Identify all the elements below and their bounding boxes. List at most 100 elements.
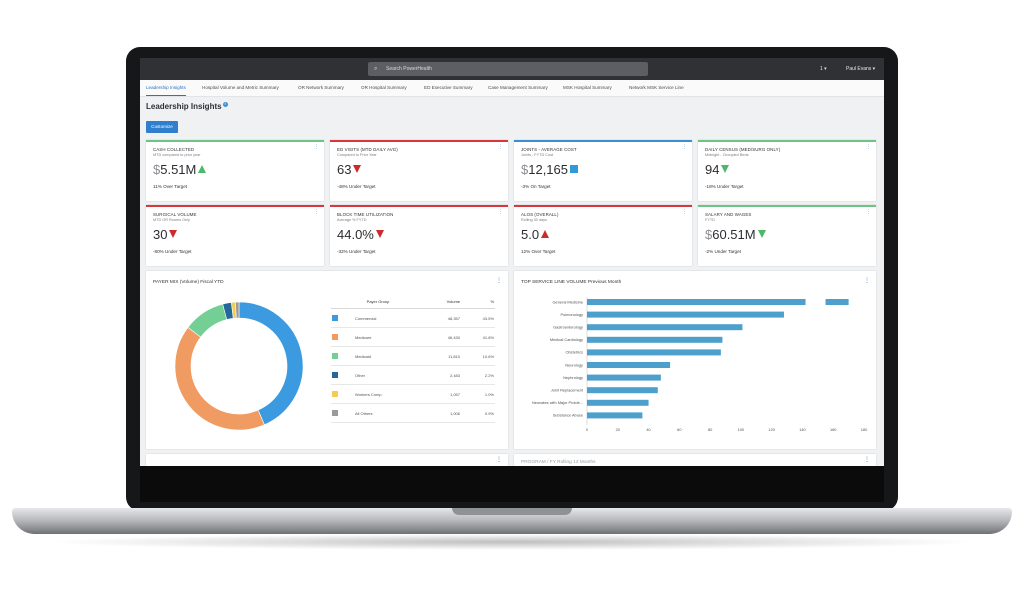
table-row[interactable]: Medicaid 11,810 10.6% [331,346,495,366]
kpi-card: ⋮ SURGICAL VOLUME MTD OR Rooms Only 30 -… [146,205,324,266]
kpi-card: ⋮ BLOCK TIME UTILIZATION Average % FYTD … [330,205,508,266]
kpi-value-row: 30 [153,227,178,243]
kpi-subtitle: Average % FYTD [337,218,367,222]
kpi-value: 94 [705,162,720,177]
payer-group: Commercial [351,308,405,328]
column-header: Payer Group [351,294,405,309]
more-options-icon[interactable]: ⋮ [496,457,502,463]
bar[interactable] [587,412,643,419]
bar[interactable] [587,299,806,305]
kpi-subtitle: MTD OR Rooms Only [153,218,190,222]
search-input[interactable]: ⌕ Search PowerHealth [368,62,648,76]
more-options-icon[interactable]: ⋮ [682,144,687,150]
kpi-value-row: 5.0 [521,227,550,243]
donut-slice[interactable] [187,303,228,338]
kpi-subtitle: Rolling 30 days [521,218,547,222]
page-title-text: Leadership Insights [146,102,222,111]
on-target-icon [570,165,578,173]
bottom-right-panel: PROGRAM / FY Rolling 12 Months ⋮ [514,454,876,466]
legend-swatch [332,352,338,359]
tab-msk-hospital-summary[interactable]: MSK Hospital Summary [563,85,612,90]
donut-slice[interactable] [238,301,304,426]
user-menu[interactable]: Paul Evans ▾ [846,66,876,72]
more-options-icon[interactable]: ⋮ [498,144,503,150]
tab-or-network-summary[interactable]: OR Network Summary [298,85,344,90]
kpi-subtitle: MTD compared to prior year [153,153,201,157]
more-options-icon[interactable]: ⋮ [682,209,687,215]
payer-percent: 43.5% [461,308,495,328]
legend-swatch-cell [331,365,351,385]
x-tick-label: 20 [616,427,621,432]
category-label: Pulmonology [561,312,584,317]
service-line-panel: TOP SERVICE LINE VOLUME Previous Month ⋮… [514,271,876,449]
table-row[interactable]: All Others 1,006 0.9% [331,403,495,423]
kpi-accent-bar [330,140,508,142]
kpi-value: 44.0% [337,227,374,242]
tab-network-msk-service-line[interactable]: Network MSK Service Line [629,85,684,90]
more-options-icon[interactable]: ⋮ [498,209,503,215]
payer-group: Other [351,365,405,385]
column-header: % [461,294,495,309]
bar[interactable] [587,324,743,331]
category-label: Medical Cardiology [550,337,583,342]
kpi-title: DAILY CENSUS (MED/SURG ONLY) [705,147,781,152]
tab-case-management-summary[interactable]: Case Management Summary [488,85,548,90]
tab-or-hospital-summary[interactable]: OR Hospital Summary [361,85,407,90]
kpi-value: 60.51M [712,227,756,242]
more-options-icon[interactable]: ⋮ [864,278,870,284]
app-screen: ⌕ Search PowerHealth 1 ▾ Paul Evans ▾ Le… [140,58,884,466]
legend-swatch [332,390,338,397]
table-row[interactable]: Workers Comp 1,057 1.0% [331,384,495,404]
more-options-icon[interactable]: ⋮ [314,144,319,150]
tab-hospital-volume[interactable]: Hospital Volume and Metric Summary [202,85,279,90]
kpi-title: BLOCK TIME UTILIZATION [337,212,394,217]
table-row[interactable]: Commercial 48,357 43.5% [331,308,495,328]
kpi-currency: $ [153,162,161,177]
x-tick-label: 80 [708,427,713,432]
top-bar: ⌕ Search PowerHealth 1 ▾ Paul Evans ▾ [140,58,884,80]
kpi-card: ⋮ SALARY AND WAGES FYTD $60.51M -2% Unde… [698,205,876,266]
bar[interactable] [587,374,661,381]
bar[interactable] [587,399,649,406]
tab-leadership-insights[interactable]: Leadership Insights [146,80,186,96]
category-label: Gastroenterology [553,325,583,330]
trend-up-icon [198,165,207,173]
table-row[interactable]: Medicare 46,430 41.8% [331,327,495,347]
bar[interactable] [587,336,723,343]
customize-button[interactable]: Customize [146,121,178,133]
more-options-icon[interactable]: ⋮ [864,457,870,463]
table-row[interactable]: Other 2,483 2.2% [331,365,495,385]
bar[interactable] [587,387,658,394]
more-options-icon[interactable]: ⋮ [314,209,319,215]
kpi-accent-bar [698,205,876,207]
table-header-row: Payer Group Volume % [331,294,495,309]
bar[interactable] [587,311,784,318]
x-tick-label: 160 [830,427,837,432]
more-options-icon[interactable]: ⋮ [496,278,502,284]
kpi-target: -3% On Target [521,184,551,189]
bar[interactable] [587,362,671,368]
kpi-accent-bar [698,140,876,142]
bar-broken-segment[interactable] [825,299,849,305]
more-options-icon[interactable]: ⋮ [866,144,871,150]
kpi-value: 63 [337,162,352,177]
column-header: Volume [405,294,461,309]
kpi-currency: $ [705,227,713,242]
kpi-value-row: $60.51M [705,227,766,243]
more-options-icon[interactable]: ⋮ [866,209,871,215]
legend-swatch-cell [331,308,351,328]
donut-slice[interactable] [174,326,265,431]
legend-swatch-cell [331,327,351,347]
kpi-value: 5.51M [160,162,197,177]
page-title: Leadership Insights i [146,102,228,111]
tab-ed-executive-summary[interactable]: ED Executive Summary [424,85,473,90]
info-icon[interactable]: i [222,102,228,107]
kpi-target: -48% Under Target [337,184,376,189]
search-icon: ⌕ [374,66,378,72]
bar[interactable] [587,349,721,356]
legend-swatch-cell [331,403,351,423]
kpi-value-row: 44.0% [337,227,384,243]
donut-slice[interactable] [235,301,240,319]
payer-volume: 2,483 [405,365,461,385]
alerts-menu[interactable]: 1 ▾ [820,66,827,72]
